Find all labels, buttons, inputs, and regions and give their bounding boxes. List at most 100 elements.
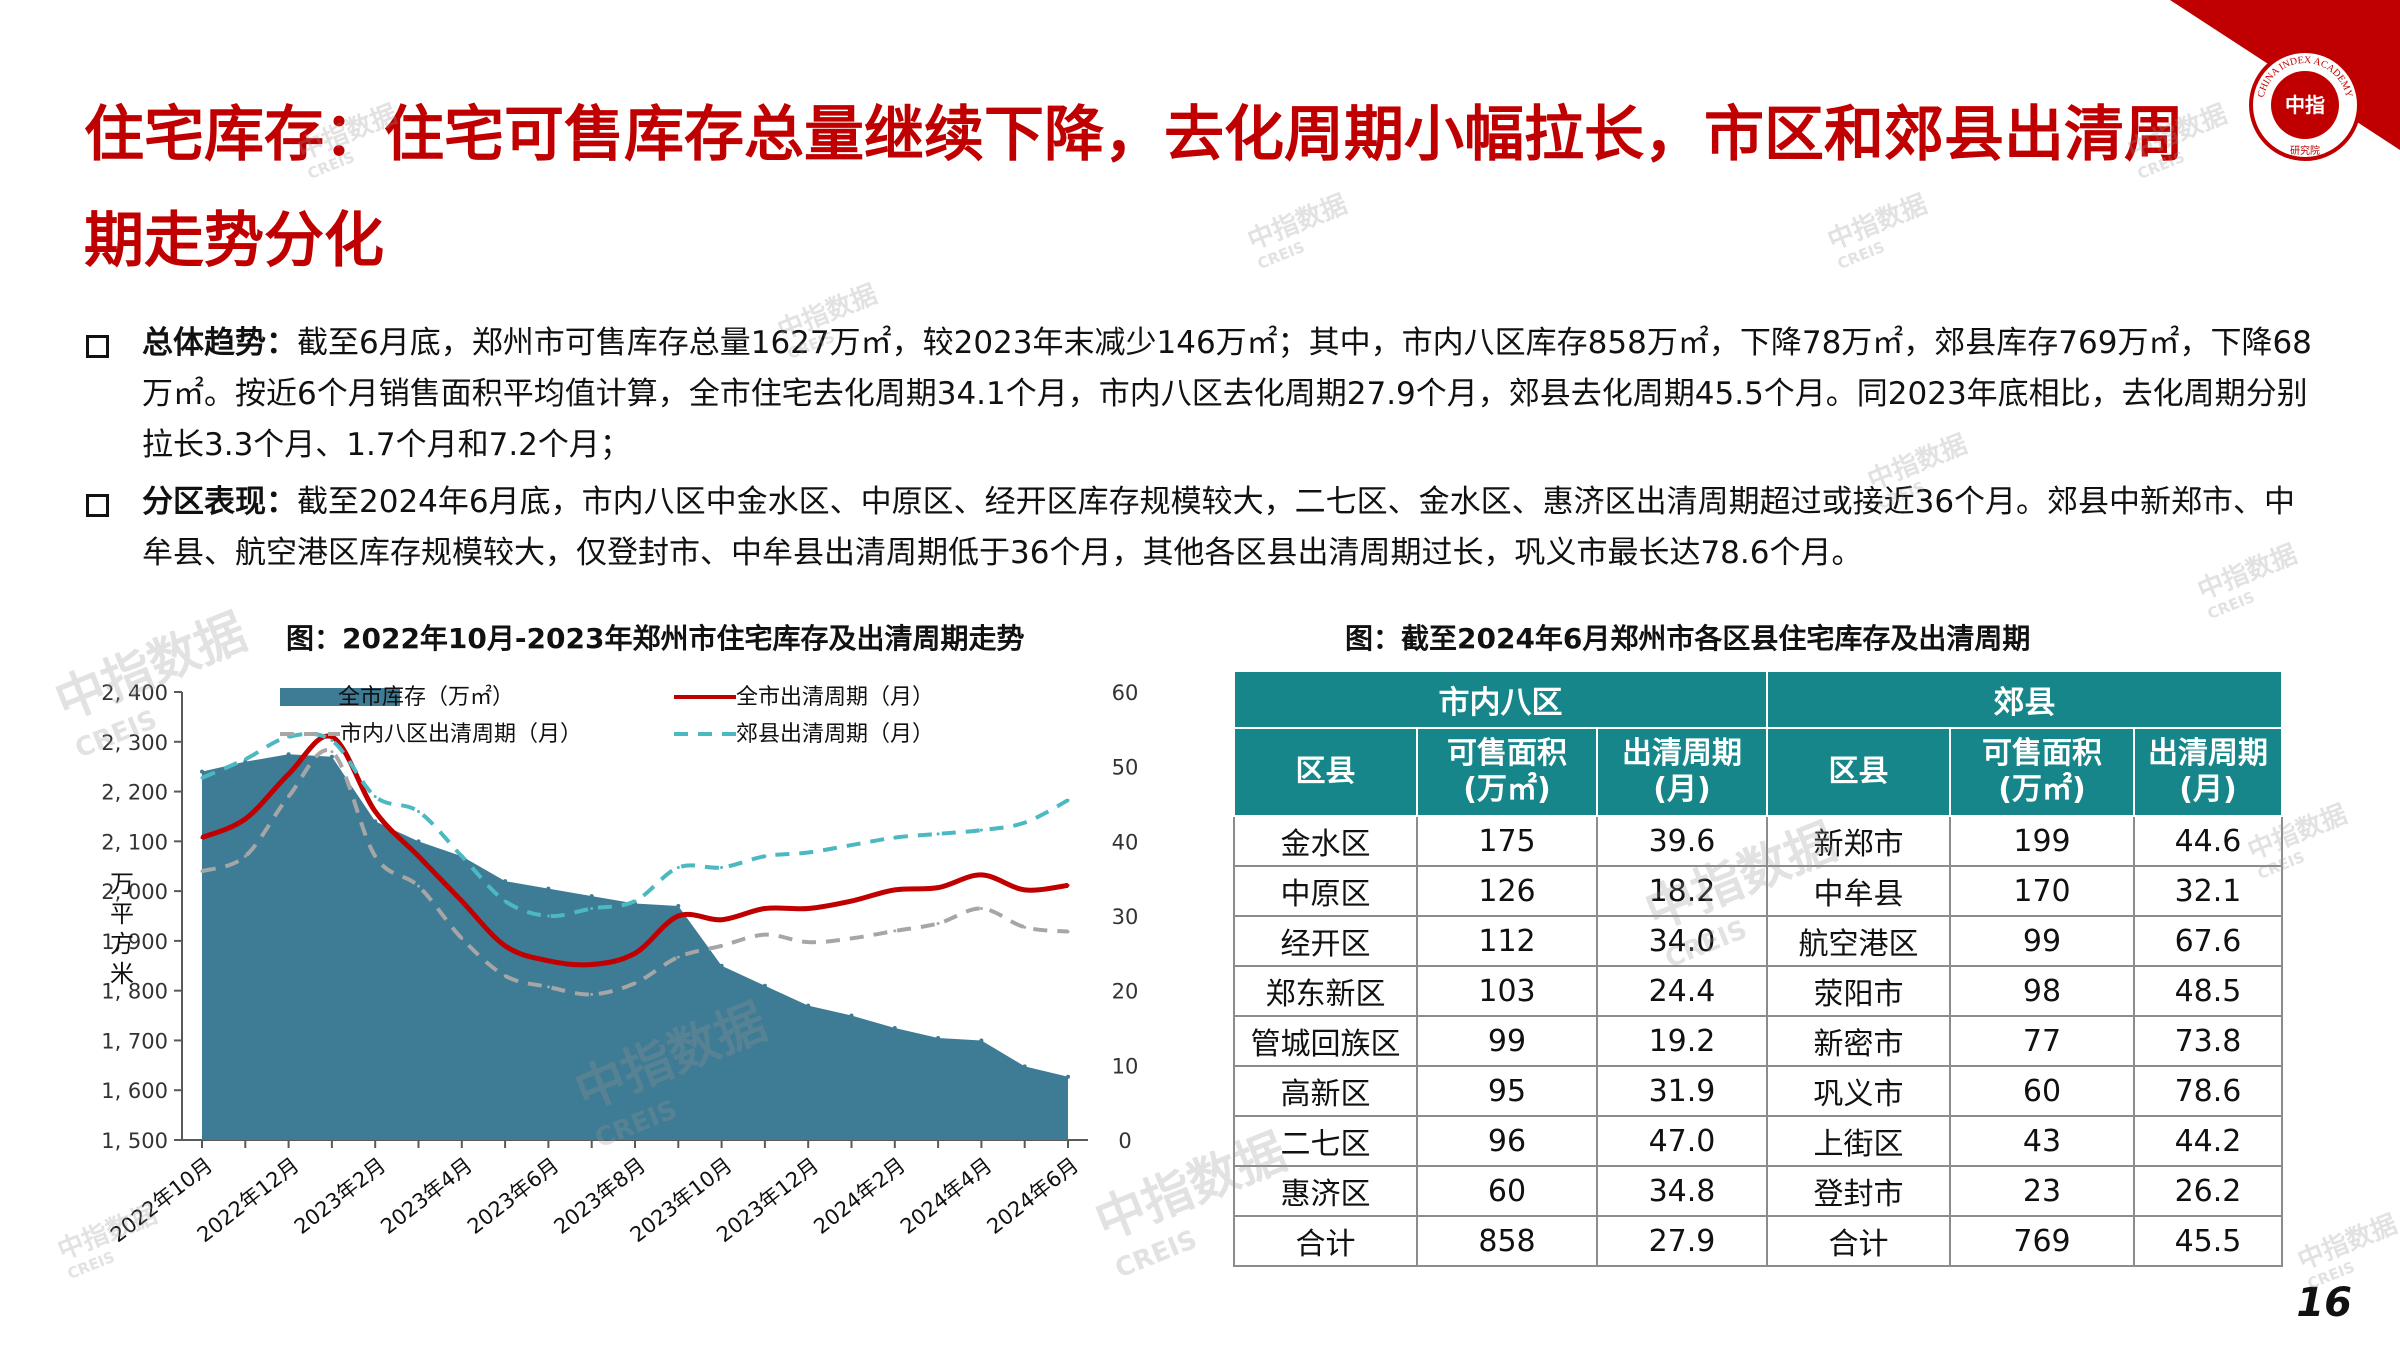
table-cell: 二七区 [1233,1115,1418,1167]
group-header-urban: 市内八区 [1233,670,1768,729]
academy-logo: CHINA INDEX ACADEMY 中指 研究院 [2249,49,2361,161]
table-cell: 99 [1949,915,2135,967]
inventory-point [806,1003,811,1008]
table-cell: 18.2 [1596,865,1768,917]
y-axis-label: 万平方米 [110,870,134,988]
table-cell: 199 [1949,815,2135,867]
table-cell: 31.9 [1596,1065,1768,1117]
column-header: 区县 [1233,727,1418,817]
series-point-3 [893,836,897,840]
group-header-suburb: 郊县 [1766,670,2283,729]
series-point-2 [330,750,334,754]
table-row: 惠济区 60 34.8 登封市 23 26.2 [1233,1165,2283,1217]
table-cell: 77 [1949,1015,2135,1067]
table-cell: 103 [1416,965,1598,1017]
series-point-3 [1023,821,1027,825]
table-cell: 126 [1416,865,1598,917]
y-tick-label: 2, 200 [101,781,168,805]
bullet-overall: 总体趋势：截至6月底，郑州市可售库存总量1627万㎡，较2023年末减少146万… [84,318,2324,471]
series-point-3 [676,865,680,869]
y2-tick-label: 50 [1112,756,1139,780]
series-point-2 [893,929,897,933]
inventory-point [892,1026,897,1030]
table-cell: 新密市 [1766,1015,1951,1067]
table-cell: 60 [1949,1065,2135,1117]
column-header: 可售面积 (万㎡) [1416,727,1598,817]
table-cell: 175 [1416,815,1598,867]
district-table: 市内八区 郊县 区县 可售面积 (万㎡) 出清周期 (月) 区县 可售面积 (万㎡) 出清… [1233,670,2283,1267]
table-cell: 管城回族区 [1233,1015,1418,1067]
inventory-point [936,1035,941,1040]
table-cell: 惠济区 [1233,1165,1418,1217]
table-cell: 荥阳市 [1766,965,1951,1017]
y2-tick-label: 10 [1112,1054,1139,1078]
table-cell: 巩义市 [1766,1065,1951,1117]
chart-caption: 图：2022年10月-2023年郑州市住宅库存及出清周期走势 [286,622,1025,655]
inventory-point [849,1013,854,1018]
series-point-2 [720,944,724,948]
legend-city: 全市出清周期（月） [736,685,934,710]
inventory-point [676,904,681,909]
bullet-label: 总体趋势： [142,325,297,361]
table-row: 合计 858 27.9 合计 769 45.5 [1233,1215,2283,1267]
table-cell: 32.1 [2133,865,2283,917]
table-cell: 39.6 [1596,815,1768,867]
bullet-text: 截至2024年6月底，市内八区中金水区、中原区、经开区库存规模较大，二七区、金水… [142,484,2296,571]
series-point-3 [720,865,724,869]
series-point-1 [1066,883,1070,887]
table-cell: 96 [1416,1115,1598,1167]
series-point-1 [633,951,637,955]
page-number: 16 [2296,1280,2352,1326]
series-point-1 [243,817,247,821]
column-header: 可售面积 (万㎡) [1949,727,2135,817]
x-tick-label: 2023年4月 [376,1153,477,1239]
series-point-1 [850,899,853,903]
series-point-1 [546,959,550,963]
series-point-3 [850,843,853,847]
table-row: 郑东新区 103 24.4 荥阳市 98 48.5 [1233,965,2283,1017]
table-caption: 图：截至2024年6月郑州市各区县住宅库存及出清周期 [1345,622,2031,655]
table-cell: 金水区 [1233,815,1418,867]
table-row: 中原区 126 18.2 中牟县 170 32.1 [1233,865,2283,917]
series-point-3 [590,907,594,911]
series-point-2 [546,985,550,989]
table-cell: 上街区 [1766,1115,1951,1167]
table-cell: 112 [1416,915,1598,967]
y-tick-label: 1, 600 [101,1079,168,1103]
series-point-3 [979,828,983,832]
series-point-1 [590,963,594,967]
y-tick-label: 2, 300 [101,731,168,755]
series-point-2 [633,981,637,985]
series-point-2 [243,854,247,858]
table-cell: 合计 [1766,1215,1951,1267]
table-cell: 23 [1949,1165,2135,1217]
table-cell: 高新区 [1233,1065,1418,1117]
series-point-1 [676,914,680,918]
series-point-2 [460,936,464,940]
logo-bottom-text: 研究院 [2290,144,2320,157]
series-point-3 [633,899,637,903]
table-row: 金水区 175 39.6 新郑市 199 44.6 [1233,815,2283,867]
series-area-inventory [202,754,1068,1140]
series-point-1 [979,873,983,877]
table-cell: 27.9 [1596,1215,1768,1267]
inventory-point [719,963,724,968]
table-cell: 67.6 [2133,915,2283,967]
inventory-point [589,894,594,899]
inventory-point [286,752,291,757]
table-cell: 中牟县 [1766,865,1951,917]
column-header: 区县 [1766,727,1951,817]
series-point-3 [287,735,291,739]
series-point-3 [460,854,464,858]
y-tick-label: 1, 800 [101,980,168,1004]
table-row: 管城回族区 99 19.2 新密市 77 73.8 [1233,1015,2283,1067]
table-cell: 45.5 [2133,1215,2283,1267]
table-cell: 合计 [1233,1215,1418,1267]
table-cell: 登封市 [1766,1165,1951,1217]
series-point-2 [936,921,940,925]
table-cell: 经开区 [1233,915,1418,967]
table-cell: 34.0 [1596,915,1768,967]
series-point-1 [460,899,464,903]
series-point-1 [763,907,767,911]
legend-inventory: 全市库存（万㎡） [338,684,514,710]
